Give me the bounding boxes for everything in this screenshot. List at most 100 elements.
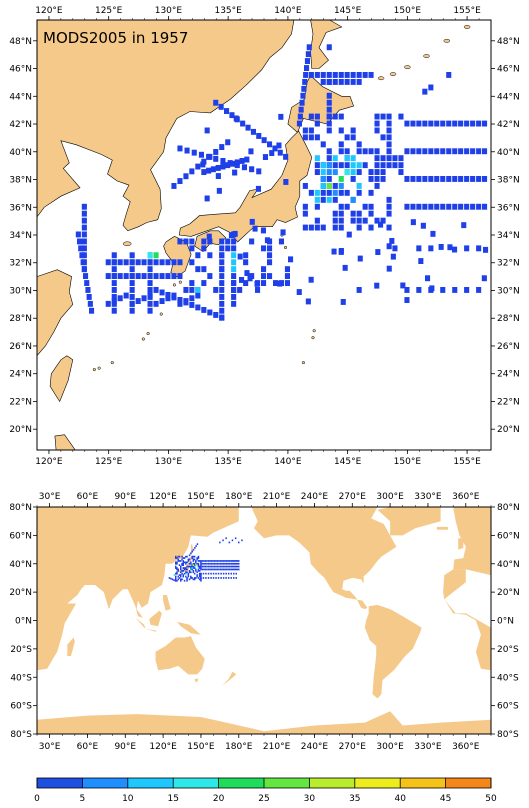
- data-cell: [193, 555, 196, 558]
- data-cell: [187, 574, 190, 576]
- data-cell: [243, 280, 249, 286]
- map1-lon-label-bottom: 150°E: [394, 457, 422, 467]
- map2-lat-label-left: 60°S: [10, 702, 32, 712]
- data-cell: [428, 84, 434, 91]
- data-cell: [203, 562, 205, 565]
- data-cell: [482, 176, 488, 182]
- data-cell: [186, 579, 188, 582]
- data-cell: [198, 574, 201, 576]
- map2-lat-label-right: 60°S: [497, 702, 519, 712]
- data-cell: [346, 231, 352, 238]
- data-cell: [153, 287, 159, 293]
- data-cell: [210, 560, 213, 562]
- data-cell: [224, 565, 226, 568]
- map2-lat-label-left: 40°N: [9, 560, 32, 570]
- data-cell: [235, 568, 237, 571]
- data-cell: [87, 300, 93, 307]
- data-cell: [244, 156, 250, 163]
- kuril-island: [404, 65, 411, 70]
- data-cell: [187, 572, 190, 575]
- data-cell: [198, 572, 201, 575]
- map1-lat-label-left: 20°N: [9, 425, 32, 435]
- data-cell: [232, 230, 238, 237]
- data-cell: [230, 160, 236, 167]
- data-cell: [302, 183, 308, 189]
- data-cell: [368, 203, 374, 210]
- data-cell: [198, 567, 201, 569]
- data-cell: [81, 203, 87, 210]
- data-cell: [204, 565, 207, 568]
- data-cell: [195, 568, 197, 571]
- data-cell: [111, 280, 117, 286]
- data-cell: [187, 575, 190, 578]
- data-cell: [260, 227, 266, 234]
- map2-lon-label-bottom: 330°E: [414, 742, 442, 752]
- map2-lon-label-top: 300°E: [376, 492, 404, 502]
- data-cell: [219, 562, 222, 565]
- kuril-island: [443, 38, 451, 43]
- data-cell: [245, 124, 251, 131]
- data-cell: [350, 169, 356, 175]
- map2-lon-label-top: 210°E: [263, 492, 291, 502]
- data-cell: [186, 561, 188, 564]
- data-cell: [203, 565, 205, 568]
- data-cell: [194, 547, 196, 549]
- data-cell: [368, 189, 374, 196]
- data-cell: [302, 127, 308, 134]
- data-cell: [193, 562, 196, 565]
- data-cell: [261, 245, 267, 252]
- data-cell: [186, 555, 188, 558]
- data-cell: [111, 266, 117, 273]
- sumatra: [131, 613, 146, 629]
- map2-lat-label-left: 20°N: [9, 588, 32, 598]
- data-cell: [483, 246, 489, 253]
- data-cell: [326, 162, 332, 169]
- data-cell: [356, 210, 362, 217]
- data-cell: [219, 314, 225, 321]
- data-cell: [192, 578, 195, 581]
- data-cell: [299, 99, 305, 106]
- data-cell: [81, 210, 87, 217]
- europe-wrap: [453, 507, 491, 576]
- map1-lon-label-top: 120°E: [35, 6, 63, 16]
- data-cell: [225, 560, 228, 562]
- data-cell: [193, 564, 196, 566]
- data-cell: [332, 79, 338, 85]
- data-cell: [183, 238, 189, 245]
- data-cell: [428, 203, 434, 210]
- data-cell: [129, 266, 135, 273]
- data-cell: [207, 577, 210, 579]
- data-cell: [230, 560, 232, 562]
- small-island: [283, 245, 288, 250]
- data-cell: [386, 203, 392, 210]
- data-cell: [129, 273, 135, 279]
- data-cell: [200, 561, 202, 564]
- data-cell: [267, 252, 273, 259]
- data-cell: [190, 567, 192, 569]
- map2-lon-label-bottom: 360°E: [452, 742, 480, 752]
- data-cell: [192, 562, 195, 565]
- data-cell: [200, 577, 202, 579]
- data-cell: [201, 568, 204, 571]
- data-cell: [338, 127, 344, 134]
- eurasia-africa: [37, 507, 239, 671]
- data-cell: [438, 244, 444, 250]
- data-cell: [452, 203, 458, 210]
- data-cell: [206, 233, 212, 240]
- data-cell: [193, 572, 196, 575]
- iceland: [436, 526, 449, 530]
- data-cell: [147, 307, 153, 314]
- data-cell: [262, 154, 268, 160]
- data-cell: [440, 203, 446, 210]
- data-cell: [165, 292, 171, 298]
- data-cell: [202, 577, 205, 579]
- data-cell: [392, 162, 398, 169]
- data-cell: [200, 568, 202, 571]
- data-cell: [314, 203, 320, 210]
- data-cell: [314, 72, 320, 78]
- data-cell: [314, 134, 320, 141]
- data-cell: [177, 145, 183, 152]
- map1-lat-label-left: 28°N: [9, 314, 32, 324]
- data-cell: [219, 245, 225, 252]
- data-cell: [350, 72, 356, 78]
